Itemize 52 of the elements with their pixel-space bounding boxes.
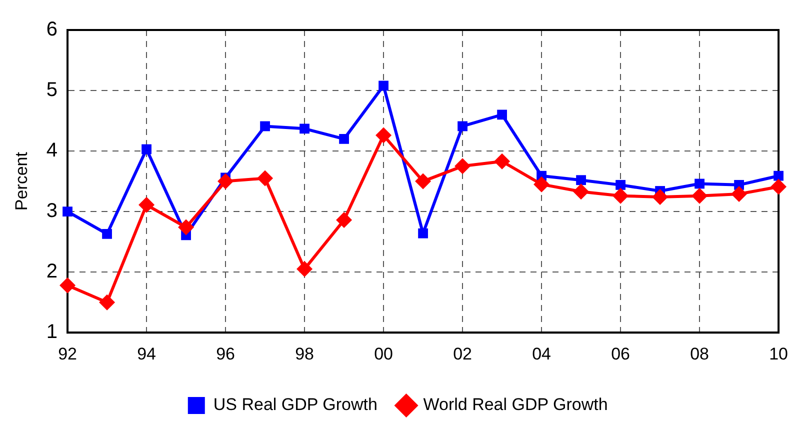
point [418, 228, 428, 238]
point [178, 219, 194, 236]
point [99, 294, 116, 310]
point [257, 170, 274, 186]
x-tick-label: 04 [532, 344, 551, 364]
y-axis-title: Percent [12, 152, 31, 211]
point [454, 158, 471, 174]
point [336, 212, 352, 228]
point [60, 277, 76, 294]
legend-label: World Real GDP Growth [423, 395, 608, 414]
point [694, 178, 704, 189]
point [260, 121, 270, 132]
y-tick-label: 5 [46, 79, 58, 102]
x-tick-label: 02 [453, 344, 472, 364]
legend-label: US Real GDP Growth [213, 395, 378, 414]
x-tick-label: 96 [216, 344, 235, 364]
x-tick-label: 92 [58, 344, 77, 364]
point [102, 229, 112, 239]
y-tick-label: 2 [46, 260, 58, 283]
x-tick-label: 98 [295, 344, 314, 364]
point [692, 188, 708, 204]
point [296, 261, 313, 278]
point [218, 173, 234, 190]
point [612, 188, 629, 204]
point [652, 189, 668, 206]
x-tick-label: 94 [137, 344, 156, 364]
y-tick-label: 1 [46, 321, 58, 344]
point [576, 175, 586, 186]
point [339, 134, 349, 144]
point [497, 110, 507, 120]
point [138, 196, 155, 213]
point [378, 80, 388, 91]
x-tick-label: 06 [611, 344, 630, 364]
y-tick-label: 6 [46, 18, 58, 41]
point [494, 153, 510, 170]
point [415, 173, 432, 190]
x-tick-label: 08 [690, 344, 710, 364]
point [731, 186, 748, 202]
point [300, 124, 310, 134]
point [573, 184, 590, 200]
point [770, 178, 787, 195]
point [616, 180, 626, 190]
point [62, 206, 72, 217]
x-tick-label: 10 [769, 344, 788, 364]
point [458, 121, 468, 132]
point [376, 127, 392, 144]
point [534, 176, 550, 192]
y-tick-label: 3 [46, 200, 58, 222]
point [774, 170, 784, 181]
x-tick-label: 00 [374, 344, 393, 364]
point [142, 144, 152, 154]
y-tick-label: 4 [46, 140, 58, 162]
